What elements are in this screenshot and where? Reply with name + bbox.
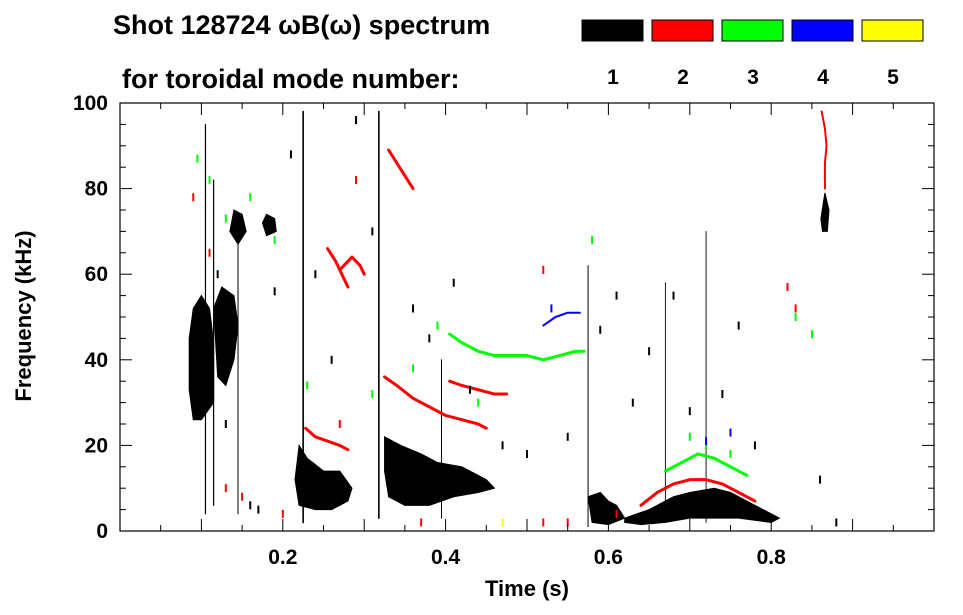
legend-swatch-mode-1 [581,19,644,42]
mode-2-trace-11 [338,255,366,276]
legend: 1 2 3 4 5 [581,19,924,89]
legend-label-mode-1: 1 [607,66,619,89]
legend-label-mode-3: 3 [747,66,759,89]
plot-frame [119,102,935,532]
mode-1-region-8 [624,487,781,526]
x-axis-label: Time (s) [485,576,569,601]
mode-2-trace-10 [326,247,350,289]
mode-3-trace-19 [663,452,749,477]
axes: 0.2 0.4 0.6 0.8 0 20 40 60 80 100 [73,92,935,569]
y-axis-label: Frequency (kHz) [11,230,36,401]
x-tick-label: 0.4 [431,546,461,569]
mode-3-trace-18 [448,332,586,362]
chart-subtitle: for toroidal mode number: [122,64,460,94]
chart-title: Shot 128724 ωB(ω) spectrum [113,10,490,40]
mode-1-region-7 [587,491,626,526]
y-tick-label: 0 [96,520,108,543]
legend-swatch-mode-3 [721,19,784,42]
mode-1-region-3 [229,209,247,246]
mode-1-region-6 [384,436,496,506]
legend-swatch-mode-5 [861,19,924,42]
y-tick-label: 80 [85,178,108,201]
legend-label-mode-4: 4 [817,66,829,89]
legend-label-mode-5: 5 [887,66,899,89]
mode-2-trace-17 [820,110,828,190]
y-tick-label: 40 [85,349,108,372]
mode-4-trace-20 [542,311,581,327]
mode-1-region-4 [261,213,277,237]
y-tick-label: 20 [85,434,108,457]
mode-2-trace-16 [639,478,757,507]
mode-1-region-9 [820,192,830,232]
mode-1-region-1 [188,294,215,421]
plot-data [188,110,838,528]
mode-2-trace-15 [448,379,509,396]
mode-1-region-5 [294,443,353,511]
mode-2-trace-14 [387,148,415,191]
mode-2-trace-13 [383,375,488,430]
legend-swatch-mode-2 [651,19,714,42]
y-tick-label: 60 [85,263,108,286]
mode-1-region-2 [213,286,239,387]
legend-swatch-mode-4 [791,19,854,42]
y-tick-label: 100 [73,92,108,115]
x-tick-label: 0.8 [757,546,787,569]
legend-label-mode-2: 2 [677,66,689,89]
x-tick-label: 0.6 [594,546,623,569]
mode-2-trace-12 [304,426,350,452]
x-tick-label: 0.2 [268,546,297,569]
